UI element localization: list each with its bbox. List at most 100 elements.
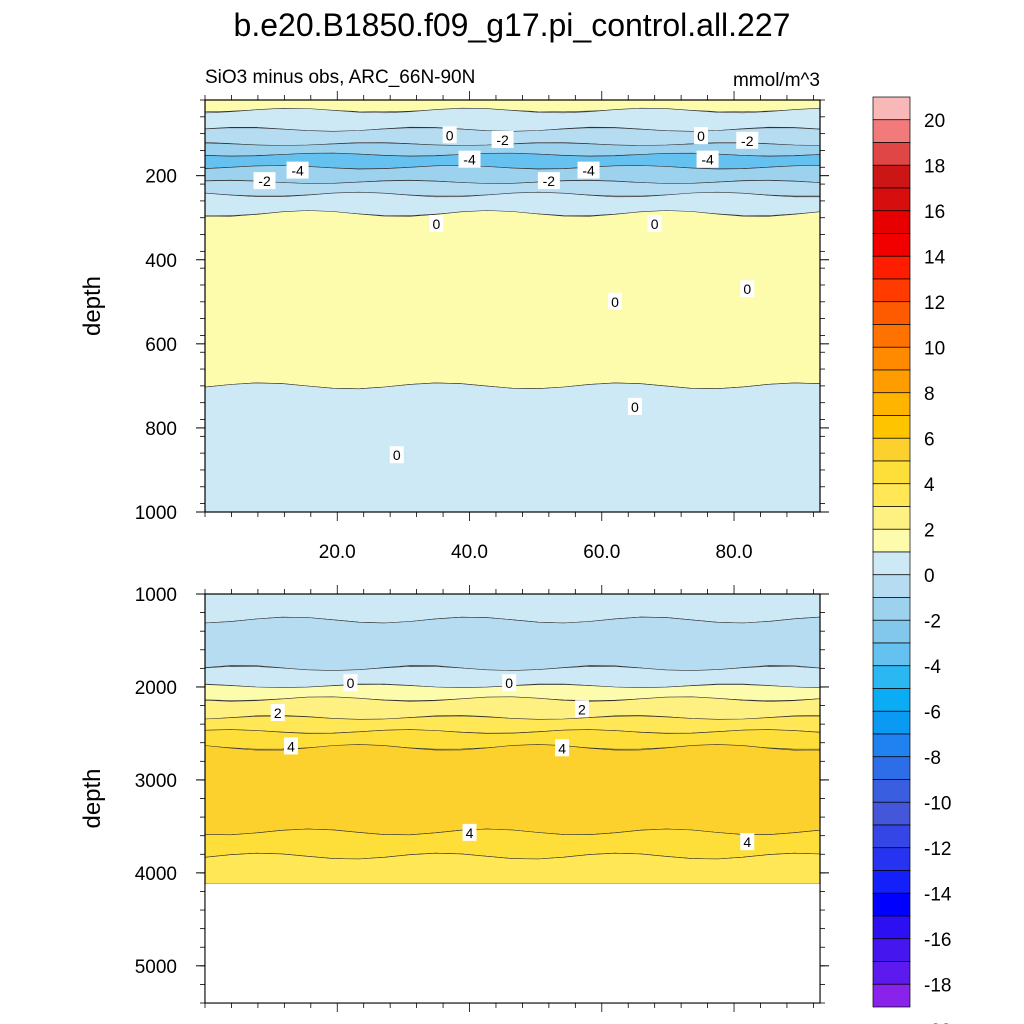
contour-label-bg [343,674,358,692]
colorbar-tick-label: 16 [924,202,945,223]
colorbar-swatch [872,187,911,212]
contour-label: -4 [701,152,714,168]
plot-frame [204,99,821,513]
contour-label-bg [740,833,755,851]
contour-label-bg [736,131,759,149]
y-tick-label: 400 [145,251,177,272]
colorbar-swatch [872,847,911,871]
contour-label: -2 [258,173,271,189]
units-label: mmol/m^3 [733,70,820,91]
chart-subtitle: SiO3 minus obs, ARC_66N-90N [205,67,475,88]
colorbar-tick-label: -14 [924,884,952,905]
upper-depth-panel: 200 400 600 800 1000 depth 20.0 40.0 60.0 80.0 0 -2… [79,91,829,563]
colorbar-tick-label: -6 [924,702,941,723]
y-tick-label: 2000 [135,678,177,699]
colorbar-swatch [872,460,911,485]
colorbar-tick-label: 10 [924,338,945,359]
colorbar-swatch [872,574,911,598]
colorbar-swatch [872,915,911,940]
colorbar-tick-label: -20 [924,1021,951,1024]
x-tick-label: 80.0 [716,542,753,563]
colorbar-swatch [872,619,911,644]
contour-band [204,828,821,860]
colorbar-tick-label: -10 [924,793,951,814]
contour-label-bg [442,126,457,144]
colorbar-swatch [872,551,911,576]
colorbar-swatch [872,437,911,462]
y-tick-label: 5000 [135,957,177,978]
colorbar-swatch [872,710,911,735]
colorbar-swatch [872,506,911,530]
colorbar-swatch [872,346,911,371]
colorbar-swatch [872,983,911,1008]
contour-label-bg [574,700,589,718]
colorbar-swatch [872,665,911,689]
contour-label: -2 [543,173,556,189]
contour-label: 2 [274,705,282,721]
colorbar-swatch [872,233,911,257]
contour-label-bg [502,674,517,692]
contour-label-bg [740,280,755,298]
contour-label: 0 [651,216,659,232]
y-tick-label: 1000 [135,503,177,524]
colorbar-swatch [872,597,911,621]
colorbar-tick-label: -2 [924,611,941,632]
contour-label-bg [608,292,622,310]
contour-label: 0 [433,216,441,232]
y-axis-label: depth [79,276,106,336]
contour-label: 0 [393,447,401,463]
colorbar-tick-label: 4 [924,475,935,496]
colorbar-swatch [872,961,911,985]
colorbar-tick-label: -16 [924,930,951,951]
contour-label: 4 [287,738,295,754]
contour-label-bg [462,823,477,841]
contour-label: -4 [582,163,595,179]
contour-label-bg [389,446,404,464]
contour-label: 0 [446,127,454,143]
colorbar-swatch [872,688,911,712]
colorbar-swatch [872,483,911,507]
x-tick-label: 60.0 [583,542,620,563]
contour-label: 4 [466,825,474,841]
y-tick-label: 200 [145,167,177,188]
contour-label-bg [429,215,444,233]
contour-label-bg [696,150,719,168]
y-tick-label: 800 [145,419,177,440]
colorbar-swatch [872,119,911,143]
colorbar-tick-label: 2 [924,520,935,541]
contour-label: 0 [631,399,639,415]
contour-band [204,210,821,390]
contour-band [204,616,821,672]
contour-label: -2 [741,133,754,149]
lower-depth-panel: 1000 2000 3000 4000 5000 depth 0 0 2 2 4 4 4 4 [79,585,829,1012]
contour-label-bg [286,161,309,179]
colorbar-swatch [872,528,911,553]
contour-label: 2 [578,701,586,717]
colorbar-swatch [872,164,911,189]
colorbar-swatch [872,801,911,826]
contour-label: 4 [558,740,566,756]
colorbar-swatch [872,733,911,758]
colorbar-tick-label: 6 [924,429,935,450]
contour-label-bg [270,703,285,721]
contour-label: 4 [743,834,751,850]
colorbar-tick-label: -18 [924,975,951,996]
contour-label-bg [627,397,642,415]
contour-band [204,382,821,513]
colorbar-tick-label: 20 [924,111,945,132]
x-tick-label: 20.0 [319,542,356,563]
y-tick-label: 1000 [135,585,177,606]
colorbar-swatch [872,642,911,667]
contour-band [204,744,821,836]
colorbar-tick-label: -12 [924,839,951,860]
colorbar-swatch [872,324,911,348]
contour-label-bg [283,737,298,755]
no-data-region [205,884,820,1003]
contour-label: 0 [743,281,751,297]
colorbar-tick-label: -4 [924,657,941,678]
colorbar-tick-label: 0 [924,566,935,587]
colorbar-swatch [872,415,911,439]
colorbar-swatch [872,779,911,803]
contour-label-bg [253,172,276,190]
